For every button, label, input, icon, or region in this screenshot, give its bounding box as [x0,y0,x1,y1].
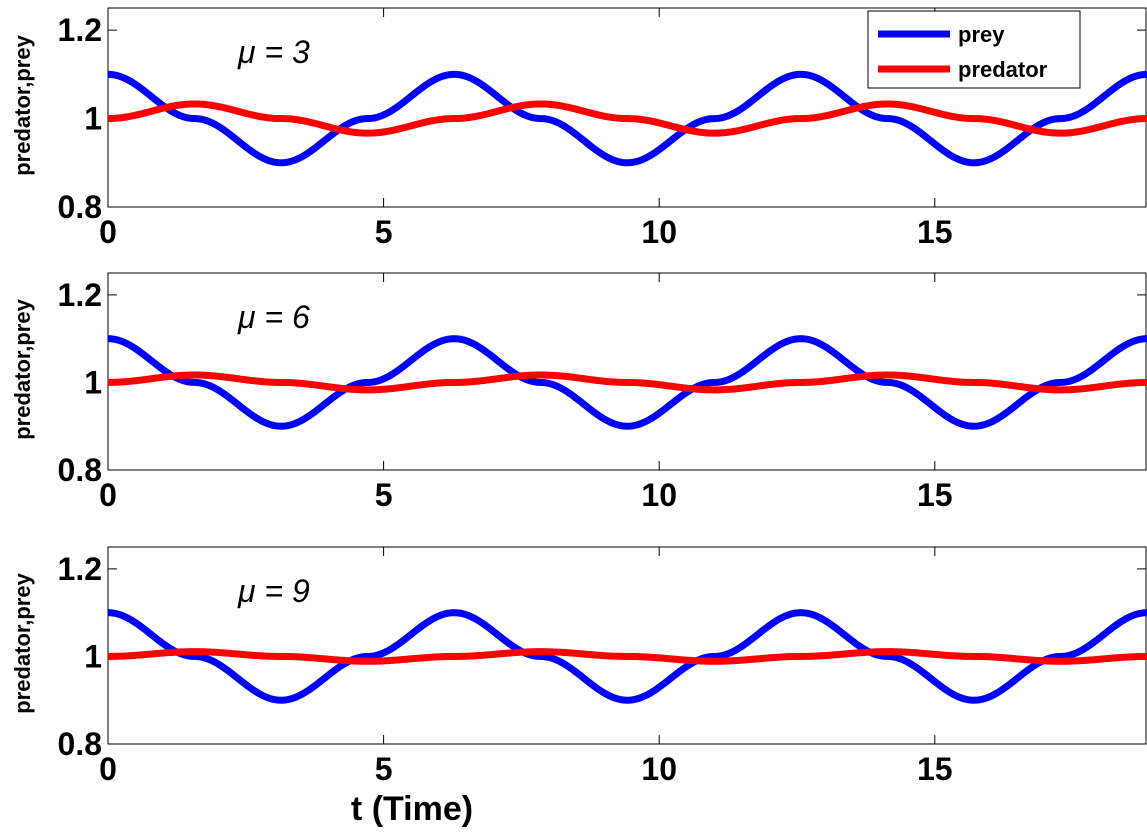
legend: prey predator [867,10,1081,89]
x-tick-label: 10 [641,477,677,513]
y-tick-label: 1 [84,101,102,137]
x-tick-label: 0 [99,477,117,513]
y-tick-label: 1.2 [58,277,102,313]
y-tick-label: 1 [84,638,102,674]
x-tick-label: 15 [917,751,953,787]
subplot-1: 0 5 10 15 0.8 1 1.2 predator,prey μ = 3 prey preda… [10,7,1147,250]
series-line-prey [108,609,1147,704]
y-tick-label: 0.8 [58,726,102,762]
mu-annotation: μ = 6 [237,299,310,335]
y-tick-label: 0.8 [58,452,102,488]
x-tick-label: 0 [99,751,117,787]
legend-label: prey [958,22,1005,47]
axes-box [107,272,1147,471]
x-tick-label: 5 [375,751,393,787]
y-tick-label: 1.2 [58,12,102,48]
subplot-2: 0 5 10 15 0.8 1 1.2 predator,prey μ = 6 [10,272,1147,513]
x-tick-label: 5 [375,477,393,513]
legend-label: predator [958,57,1048,82]
x-tick-label: 10 [641,751,677,787]
y-tick-label: 1 [84,364,102,400]
x-tick-label: 10 [641,214,677,250]
x-tick-label: 15 [917,477,953,513]
axes-box [107,7,1147,208]
subplot-3: 0 5 10 15 0.8 1 1.2 predator,prey μ = 9 [10,546,1147,787]
y-tick-label: 0.8 [58,189,102,225]
x-tick-label: 0 [99,214,117,250]
series-line-predator [108,371,1147,394]
y-axis-label: predator,prey [10,298,35,439]
series-line-predator [108,648,1147,665]
axes-box [107,546,1147,745]
mu-annotation: μ = 9 [237,573,310,609]
x-axis-label: t (Time) [351,790,473,828]
series-line-prey [108,335,1147,430]
series-line-predator [108,100,1147,137]
series-line-prey [108,70,1147,167]
mu-annotation: μ = 3 [237,34,310,70]
legend-box [867,10,1081,89]
x-tick-label: 5 [375,214,393,250]
y-axis-label: predator,prey [10,572,35,713]
y-tick-label: 1.2 [58,551,102,587]
x-tick-label: 15 [917,214,953,250]
y-axis-label: predator,prey [10,34,35,175]
